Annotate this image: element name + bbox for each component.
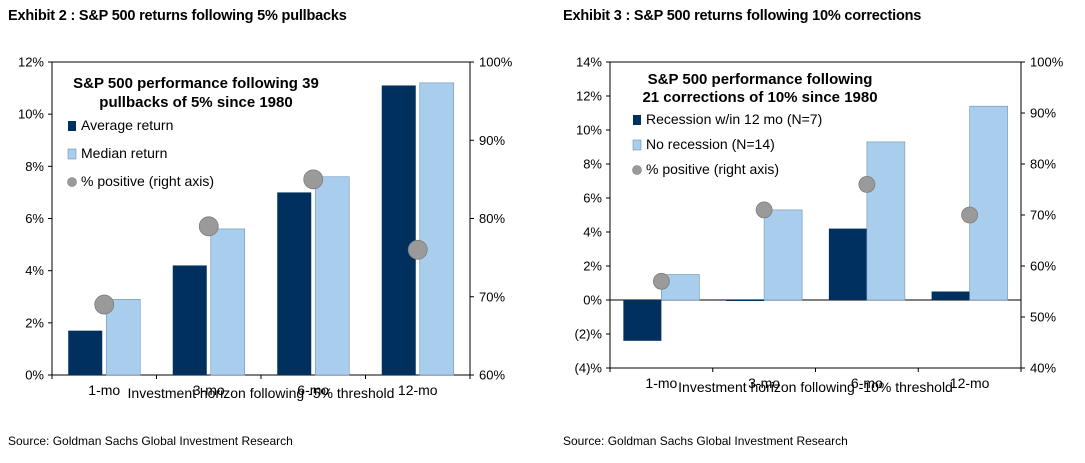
bar-average-return: [68, 330, 103, 375]
point-percent-positive: [198, 216, 219, 237]
y-left-tick-label: 0%: [25, 368, 44, 383]
legend-swatch-dot: [632, 165, 642, 175]
x-axis-label: Investment horizon following -10% thresh…: [678, 379, 953, 395]
exhibit-2-chart: 0% 2% 4% 6% 8% 10% 12% 60% 70% 80% 90% 100% 1-mo 3-mo…: [18, 55, 513, 402]
legend-label: % positive (right axis): [81, 173, 214, 189]
bar-average-return: [381, 85, 416, 375]
y-right-tick-label: 80%: [1030, 157, 1056, 172]
bar-median-return: [314, 176, 350, 376]
y-right-tick-label: 70%: [1030, 208, 1056, 223]
y-left-tick-label: 2%: [25, 315, 44, 330]
point-percent-positive: [94, 294, 115, 315]
chart-title-line: pullbacks of 5% since 1980: [99, 94, 292, 111]
x-tick-label: 6-mo: [297, 382, 329, 398]
point-percent-positive: [407, 239, 428, 260]
y-left-tick-label: 12%: [576, 89, 602, 104]
exhibit-title: Exhibit 3 : S&P 500 returns following 10…: [563, 8, 922, 24]
bar-median-return: [419, 82, 455, 376]
bar-average-return: [277, 192, 312, 375]
legend-label: Recession w/in 12 mo (N=7): [646, 111, 822, 127]
exhibit-3-chart: (4)% (2)% 0% 2% 4% 6% 8% 10% 12% 14% 40% 50% 60% 70% 8…: [575, 55, 1064, 396]
chart-title-line: 21 corrections of 10% since 1980: [642, 89, 877, 106]
legend-label: Median return: [81, 145, 167, 161]
x-tick-label: 3-mo: [748, 375, 780, 391]
exhibit-title: Exhibit 2 : S&P 500 returns following 5%…: [8, 8, 347, 24]
y-left-tick-label: 14%: [576, 55, 602, 70]
legend-swatch: [68, 121, 76, 131]
y-right-tick-label: 90%: [1030, 106, 1056, 121]
chart-title-line: S&P 500 performance following: [648, 71, 873, 88]
y-left-tick-label: 6%: [25, 211, 44, 226]
y-left-tick-label: 2%: [583, 259, 602, 274]
bar-average-return: [172, 265, 207, 375]
x-tick-label: 6-mo: [851, 375, 883, 391]
x-tick-label: 3-mo: [193, 382, 225, 398]
plot-frame: [609, 61, 1022, 369]
y-left-tick-label: 12%: [18, 55, 44, 70]
chart-title-line: S&P 500 performance following 39: [73, 75, 319, 92]
source-note: Source: Goldman Sachs Global Investment …: [8, 434, 293, 448]
bar-recession-w-in-12-mo-n-7: [828, 228, 867, 300]
y-right-tick-label: 90%: [479, 133, 505, 148]
point-percent-positive: [652, 272, 670, 290]
y-left-tick-label: 6%: [583, 191, 602, 206]
legend-swatch: [67, 148, 77, 160]
bar-no-recession-n-14: [969, 105, 1008, 301]
point-percent-positive: [858, 175, 876, 193]
bar-no-recession-n-14: [866, 141, 906, 301]
exhibit-3-panel: Exhibit 3 : S&P 500 returns following 10…: [555, 0, 1085, 463]
bar-median-return: [210, 228, 246, 376]
point-percent-positive: [303, 169, 324, 190]
legend-swatch: [632, 139, 642, 151]
point-percent-positive: [961, 206, 979, 224]
x-tick-label: 1-mo: [645, 375, 677, 391]
y-left-tick-label: 4%: [583, 225, 602, 240]
x-tick-label: 12-mo: [398, 382, 438, 398]
point-percent-positive: [755, 201, 773, 219]
y-right-tick-label: 60%: [1030, 259, 1056, 274]
bar-median-return: [105, 299, 141, 376]
legend-swatch: [633, 115, 641, 125]
x-tick-label: 12-mo: [950, 375, 990, 391]
y-right-tick-label: 40%: [1030, 361, 1056, 376]
source-note: Source: Goldman Sachs Global Investment …: [563, 434, 848, 448]
y-right-tick-label: 100%: [479, 55, 513, 70]
y-left-tick-label: 8%: [583, 157, 602, 172]
y-left-tick-label: 8%: [25, 159, 44, 174]
legend-label: % positive (right axis): [646, 161, 779, 177]
y-right-tick-label: 50%: [1030, 310, 1056, 325]
y-left-tick-label: 4%: [25, 263, 44, 278]
legend-label: No recession (N=14): [646, 136, 775, 152]
y-right-tick-label: 80%: [479, 211, 505, 226]
bar-recession-w-in-12-mo-n-7: [726, 300, 765, 301]
y-left-tick-label: 10%: [18, 107, 44, 122]
x-axis-label: Investment horizon following -5% thresho…: [128, 385, 395, 401]
legend-label: Average return: [81, 117, 173, 133]
legend-swatch-dot: [67, 177, 77, 187]
y-left-tick-label: 10%: [576, 123, 602, 138]
bar-recession-w-in-12-mo-n-7: [623, 300, 662, 341]
y-right-tick-label: 70%: [479, 289, 505, 304]
y-left-tick-label: (2)%: [575, 327, 603, 342]
y-right-tick-label: 100%: [1030, 55, 1064, 70]
exhibit-2-panel: Exhibit 2 : S&P 500 returns following 5%…: [8, 8, 513, 448]
bar-no-recession-n-14: [763, 209, 803, 301]
y-left-tick-label: 0%: [583, 293, 602, 308]
x-tick-label: 1-mo: [88, 382, 120, 398]
bar-recession-w-in-12-mo-n-7: [931, 291, 970, 300]
y-left-tick-label: (4)%: [575, 361, 603, 376]
y-right-tick-label: 60%: [479, 368, 505, 383]
